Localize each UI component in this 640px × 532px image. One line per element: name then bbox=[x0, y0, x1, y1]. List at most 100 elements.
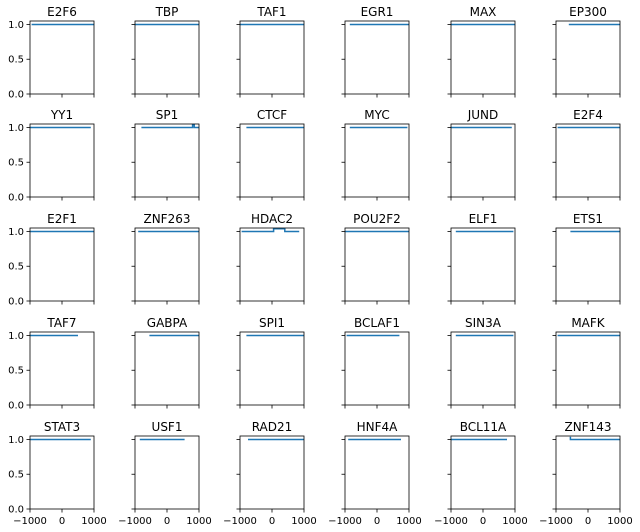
axes-frame bbox=[134, 435, 200, 510]
subplot-title: SP1 bbox=[156, 108, 179, 122]
subplot-max: MAX bbox=[447, 5, 516, 98]
axes-frame bbox=[344, 227, 410, 302]
subplot-title: ZNF143 bbox=[564, 420, 611, 434]
subplot-title: TAF1 bbox=[256, 5, 286, 19]
axes-frame bbox=[134, 331, 200, 406]
x-tick-label: 0 bbox=[269, 516, 275, 527]
y-tick-label: 1.0 bbox=[8, 435, 24, 446]
subplot-ctcf: CTCF bbox=[236, 108, 305, 201]
subplot-title: TAF7 bbox=[46, 316, 76, 330]
subplot-taf1: TAF1 bbox=[236, 5, 305, 98]
axes-frame bbox=[555, 435, 621, 510]
subplot-title: MAX bbox=[470, 5, 497, 19]
subplot-e2f4: E2F4 bbox=[552, 108, 621, 201]
subplot-title: MAFK bbox=[571, 316, 605, 330]
y-tick-label: 0.5 bbox=[8, 470, 24, 481]
x-tick-label: 1000 bbox=[291, 516, 316, 527]
subplot-hdac2: HDAC2 bbox=[236, 212, 305, 305]
axes-frame bbox=[29, 227, 95, 302]
subplot-title: BCLAF1 bbox=[354, 316, 400, 330]
axes-frame bbox=[555, 20, 621, 95]
x-tick-label: −1000 bbox=[328, 516, 362, 527]
x-tick-label: 1000 bbox=[396, 516, 421, 527]
subplot-myc: MYC bbox=[341, 108, 410, 201]
subplot-title: USF1 bbox=[152, 420, 183, 434]
subplot-taf7: TAF7 0.0 0.5 1.0 bbox=[8, 316, 95, 412]
axes-frame bbox=[555, 331, 621, 406]
subplot-rad21: RAD21 −1000 0 1000 bbox=[223, 420, 317, 527]
axes-frame bbox=[239, 435, 305, 510]
subplot-znf263: ZNF263 bbox=[131, 212, 200, 305]
subplot-title: ETS1 bbox=[573, 212, 603, 226]
subplot-mafk: MAFK bbox=[552, 316, 621, 409]
y-tick-label: 1.0 bbox=[8, 331, 24, 342]
axes-frame bbox=[239, 331, 305, 406]
subplot-usf1: USF1 −1000 0 1000 bbox=[118, 420, 212, 527]
x-tick-label: 0 bbox=[585, 516, 591, 527]
x-tick-label: 1000 bbox=[186, 516, 211, 527]
axes-frame bbox=[450, 123, 516, 198]
axes-frame bbox=[134, 123, 200, 198]
x-tick-label: −1000 bbox=[539, 516, 573, 527]
subplot-ets1: ETS1 bbox=[552, 212, 621, 305]
y-tick-label: 0.5 bbox=[8, 262, 24, 273]
y-tick-label: 0.0 bbox=[8, 90, 24, 101]
subplot-yy1: YY1 0.0 0.5 1.0 bbox=[8, 108, 95, 204]
y-tick-label: 1.0 bbox=[8, 123, 24, 134]
axes-frame bbox=[344, 123, 410, 198]
subplot-pou2f2: POU2F2 bbox=[341, 212, 410, 305]
x-tick-label: −1000 bbox=[223, 516, 257, 527]
axes-frame bbox=[239, 20, 305, 95]
subplot-title: YY1 bbox=[50, 108, 73, 122]
subplot-ep300: EP300 bbox=[552, 5, 621, 98]
axes-frame bbox=[29, 435, 95, 510]
axes-frame bbox=[29, 20, 95, 95]
x-tick-label: 0 bbox=[59, 516, 65, 527]
subplot-spi1: SPI1 bbox=[236, 316, 305, 409]
axes-frame bbox=[344, 331, 410, 406]
subplot-title: CTCF bbox=[257, 108, 287, 122]
subplot-egr1: EGR1 bbox=[341, 5, 410, 98]
x-tick-label: 1000 bbox=[81, 516, 106, 527]
subplot-title: JUND bbox=[467, 108, 499, 122]
y-tick-label: 0.0 bbox=[8, 193, 24, 204]
y-tick-label: 1.0 bbox=[8, 227, 24, 238]
y-tick-label: 0.5 bbox=[8, 366, 24, 377]
axes-frame bbox=[555, 123, 621, 198]
subplot-bcl11a: BCL11A −1000 0 1000 bbox=[434, 420, 528, 527]
subplot-title: E2F4 bbox=[573, 108, 603, 122]
x-tick-label: 1000 bbox=[607, 516, 632, 527]
series-line bbox=[141, 123, 199, 129]
y-tick-label: 1.0 bbox=[8, 20, 24, 31]
axes-frame bbox=[450, 435, 516, 510]
y-tick-label: 0.5 bbox=[8, 158, 24, 169]
axes-frame bbox=[450, 331, 516, 406]
y-tick-label: 0.5 bbox=[8, 55, 24, 66]
subplot-e2f6: E2F6 0.0 0.5 1.0 bbox=[8, 5, 95, 101]
subplot-sin3a: SIN3A bbox=[447, 316, 516, 409]
subplot-title: HNF4A bbox=[357, 420, 399, 434]
subplot-elf1: ELF1 bbox=[447, 212, 516, 305]
x-tick-label: 0 bbox=[374, 516, 380, 527]
subplot-znf143: ZNF143 −1000 0 1000 bbox=[539, 420, 633, 527]
x-tick-label: −1000 bbox=[118, 516, 152, 527]
axes-frame bbox=[29, 331, 95, 406]
series-line bbox=[569, 436, 620, 441]
subplot-e2f1: E2F1 0.0 0.5 1.0 bbox=[8, 212, 95, 308]
subplot-title: MYC bbox=[364, 108, 389, 122]
subplot-title: EGR1 bbox=[361, 5, 394, 19]
y-tick-label: 0.0 bbox=[8, 297, 24, 308]
axes-frame bbox=[450, 227, 516, 302]
subplot-bclaf1: BCLAF1 bbox=[341, 316, 410, 409]
x-tick-label: 0 bbox=[164, 516, 170, 527]
x-tick-label: −1000 bbox=[434, 516, 468, 527]
subplot-title: E2F6 bbox=[47, 5, 77, 19]
axes-frame bbox=[344, 435, 410, 510]
subplot-gabpa: GABPA bbox=[131, 316, 200, 409]
axes-frame bbox=[450, 20, 516, 95]
subplot-title: HDAC2 bbox=[251, 212, 293, 226]
subplot-title: SIN3A bbox=[465, 316, 502, 330]
subplot-jund: JUND bbox=[447, 108, 516, 201]
axes-frame bbox=[555, 227, 621, 302]
subplot-title: POU2F2 bbox=[353, 212, 401, 226]
